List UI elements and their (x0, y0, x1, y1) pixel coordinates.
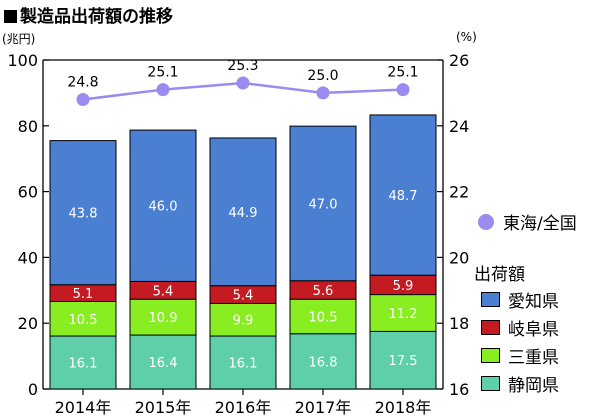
bar-value-label: 46.0 (149, 200, 178, 215)
bar-value-label: 16.4 (149, 356, 178, 371)
right-axis-unit: (%) (456, 30, 477, 44)
bar-segment (289, 125, 357, 282)
line-point (316, 86, 330, 100)
bar-segment (129, 334, 197, 390)
legend-swatch (481, 319, 500, 335)
bar-segment (209, 302, 277, 337)
bar-value-label: 5.6 (313, 284, 334, 299)
bar-value-label: 10.5 (69, 313, 98, 328)
bar-value-label: 16.1 (69, 357, 98, 372)
x-tick-label: 2014年 (55, 398, 112, 417)
legend-item: 三重県 (481, 346, 559, 368)
x-tick-label: 2016年 (215, 398, 272, 417)
bar-value-label: 5.4 (153, 284, 174, 299)
chart-title: 製造品出荷額の推移 (4, 2, 173, 27)
legend-title: 出荷額 (474, 265, 525, 285)
line-value-label: 25.0 (307, 68, 338, 84)
legend-label: 愛知県 (508, 291, 559, 312)
left-tick-label: 60 (18, 183, 38, 202)
bar-value-label: 10.9 (149, 311, 178, 326)
right-tick-label: 16 (449, 380, 469, 399)
line-point (396, 83, 410, 97)
left-tick-label: 40 (18, 248, 38, 267)
bar-segment (369, 330, 437, 390)
bar-value-label: 16.8 (309, 355, 338, 370)
legend-item: 愛知県 (481, 290, 559, 312)
bar-value-label: 5.1 (73, 287, 94, 302)
legend-line-dot (478, 213, 494, 230)
bar-value-label: 44.9 (229, 206, 258, 221)
legend-label: 岐阜県 (508, 319, 559, 340)
x-tick-label: 2018年 (375, 398, 432, 417)
bar-value-label: 17.5 (389, 354, 418, 369)
legend-item: 静岡県 (481, 374, 559, 396)
line-value-label: 25.3 (227, 58, 258, 74)
legend-swatch (481, 375, 500, 391)
bar-value-label: 48.7 (389, 189, 418, 204)
x-tick-label: 2017年 (295, 398, 352, 417)
bar-segment (369, 114, 437, 276)
bar-value-label: 43.8 (69, 207, 98, 222)
bar-segment (289, 298, 357, 335)
right-tick-label: 22 (449, 183, 469, 202)
bar-segment (209, 335, 277, 390)
bar-segment (209, 137, 277, 287)
right-tick-label: 24 (449, 117, 469, 136)
bar-value-label: 47.0 (309, 197, 338, 212)
chart-title-text: 製造品出荷額の推移 (20, 7, 173, 27)
line-point (236, 76, 250, 90)
left-tick-label: 80 (18, 117, 38, 136)
bar-segment (289, 333, 357, 390)
line-point (156, 83, 170, 97)
legend-line-item: 東海/全国 (478, 209, 577, 234)
left-axis-unit: (兆円) (2, 32, 36, 46)
right-tick-label: 26 (449, 51, 469, 70)
bar-value-label: 9.9 (233, 314, 254, 329)
left-tick-label: 0 (28, 380, 38, 399)
line-value-label: 25.1 (387, 65, 418, 81)
bar-value-label: 5.9 (393, 279, 414, 294)
line-point (76, 92, 90, 106)
bar-segment (129, 298, 197, 336)
bar-segment (49, 300, 117, 337)
legend-swatch (481, 291, 500, 307)
right-tick-label: 20 (449, 248, 469, 267)
left-tick-label: 20 (18, 314, 38, 333)
bar-value-label: 10.5 (309, 310, 338, 325)
right-tick-label: 18 (449, 314, 469, 333)
left-tick-label: 100 (7, 51, 38, 70)
line-value-label: 24.8 (67, 74, 98, 90)
line-value-label: 25.1 (147, 65, 178, 81)
square-bullet-icon (4, 10, 17, 23)
legend-line-label: 東海/全国 (503, 214, 577, 234)
x-tick-label: 2015年 (135, 398, 192, 417)
legend-label: 三重県 (508, 347, 559, 368)
bar-value-label: 5.4 (233, 289, 254, 304)
bar-value-label: 11.2 (389, 307, 418, 322)
legend-label: 静岡県 (508, 375, 559, 396)
legend-swatch (481, 347, 500, 363)
bar-segment (49, 140, 117, 286)
legend-item: 岐阜県 (481, 318, 559, 340)
bar-segment (129, 129, 197, 282)
bar-value-label: 16.1 (229, 357, 258, 372)
